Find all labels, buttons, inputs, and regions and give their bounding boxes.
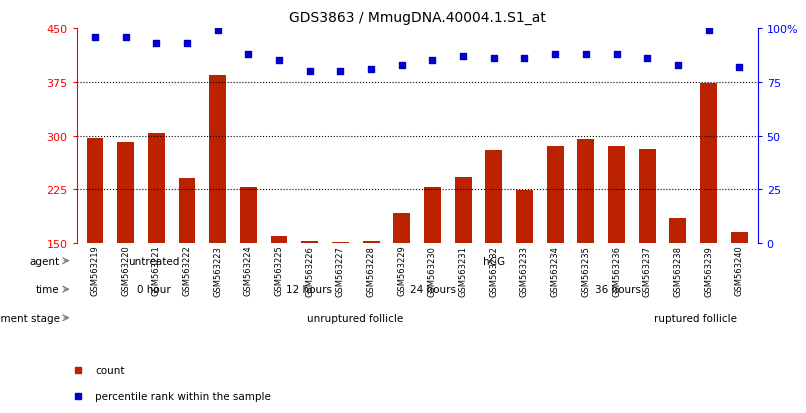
Bar: [608, 147, 625, 244]
Point: [671, 62, 684, 69]
Point: [150, 40, 163, 47]
Bar: [577, 140, 594, 244]
Text: 0 hour: 0 hour: [137, 285, 171, 294]
Bar: [485, 151, 502, 244]
Bar: [424, 188, 441, 244]
Bar: [731, 233, 748, 244]
Bar: [455, 177, 472, 244]
Bar: [363, 242, 380, 244]
Point: [610, 51, 623, 58]
Point: [181, 40, 193, 47]
Title: GDS3863 / MmugDNA.40004.1.S1_at: GDS3863 / MmugDNA.40004.1.S1_at: [289, 11, 546, 25]
Text: hCG: hCG: [484, 256, 505, 266]
Text: 36 hours: 36 hours: [596, 285, 642, 294]
Bar: [393, 214, 410, 244]
Point: [211, 28, 224, 34]
Point: [119, 34, 132, 41]
Text: agent: agent: [30, 256, 60, 266]
Point: [395, 62, 408, 69]
Point: [426, 58, 439, 64]
Text: time: time: [36, 285, 60, 294]
Point: [89, 34, 102, 41]
Text: count: count: [95, 365, 125, 375]
Point: [580, 51, 592, 58]
Bar: [271, 237, 288, 244]
Text: ruptured follicle: ruptured follicle: [654, 313, 737, 323]
Text: percentile rank within the sample: percentile rank within the sample: [95, 391, 271, 401]
Text: development stage: development stage: [0, 313, 60, 323]
Text: untreated: untreated: [128, 256, 180, 266]
Bar: [332, 242, 349, 244]
Bar: [147, 134, 164, 244]
Point: [488, 56, 501, 62]
Point: [364, 66, 377, 73]
Text: unruptured follicle: unruptured follicle: [307, 313, 403, 323]
Text: 24 hours: 24 hours: [409, 285, 455, 294]
Bar: [546, 146, 563, 244]
Point: [733, 64, 746, 71]
Bar: [639, 150, 655, 244]
Bar: [117, 143, 134, 244]
Point: [549, 51, 562, 58]
Point: [334, 69, 347, 75]
Bar: [670, 218, 687, 244]
Bar: [301, 242, 318, 244]
Point: [303, 69, 316, 75]
Point: [518, 56, 531, 62]
Point: [242, 51, 255, 58]
Bar: [516, 191, 533, 244]
Point: [457, 54, 470, 60]
Bar: [86, 138, 103, 244]
Bar: [240, 188, 257, 244]
Point: [272, 58, 285, 64]
Bar: [179, 178, 195, 244]
Bar: [210, 76, 226, 244]
Point: [702, 28, 715, 34]
Bar: [700, 83, 717, 244]
Text: 12 hours: 12 hours: [286, 285, 332, 294]
Point: [641, 56, 654, 62]
